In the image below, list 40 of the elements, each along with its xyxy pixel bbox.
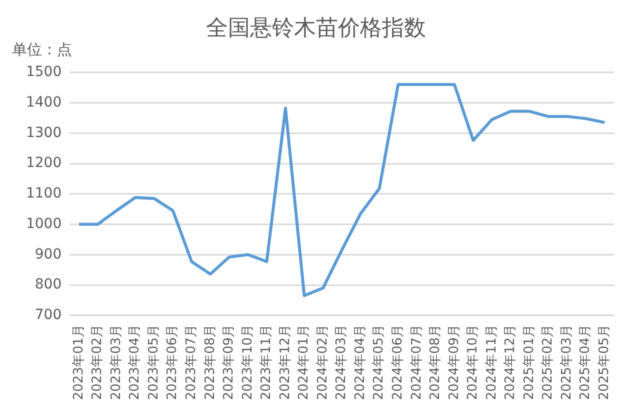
- y-tick-label: 1000: [26, 216, 62, 232]
- x-tick-label: 2025年01月: [522, 324, 537, 400]
- x-tick-label: 2025年03月: [559, 324, 574, 400]
- chart-title: 全国悬铃木苗价格指数: [206, 16, 426, 41]
- x-tick-label: 2025年04月: [578, 324, 594, 400]
- y-tick-label: 800: [34, 276, 62, 293]
- x-tick-label: 2023年08月: [202, 324, 218, 400]
- y-tick-label: 1400: [26, 94, 62, 110]
- y-tick-label: 700: [34, 307, 62, 324]
- x-tick-label: 2024年09月: [446, 324, 462, 400]
- y-tick-label: 1100: [26, 186, 62, 202]
- x-tick-label: 2024年08月: [428, 324, 444, 400]
- x-tick-label: 2023年11月: [259, 324, 274, 400]
- x-tick-label: 2023年09月: [222, 324, 237, 400]
- x-tick-label: 2023年05月: [146, 324, 162, 400]
- x-tick-label: 2023年07月: [184, 324, 200, 400]
- x-tick-label: 2024年05月: [372, 324, 387, 400]
- y-tick-label: 1500: [26, 64, 62, 80]
- x-tick-label: 2025年02月: [540, 324, 556, 400]
- x-tick-label: 2024年02月: [315, 324, 330, 400]
- x-tick-label: 2023年12月: [278, 324, 293, 400]
- x-tick-label: 2023年04月: [128, 324, 143, 400]
- x-tick-label: 2024年07月: [409, 324, 424, 400]
- x-tick-label: 2023年06月: [165, 324, 180, 400]
- x-tick-label: 2024年12月: [503, 324, 518, 400]
- y-axis-title: 单位：点: [12, 40, 72, 58]
- x-tick-label: 2024年03月: [334, 324, 350, 400]
- x-tick-label: 2023年10月: [240, 324, 256, 400]
- x-tick-label: 2023年03月: [108, 324, 124, 400]
- x-tick-label: 2023年02月: [90, 324, 106, 400]
- y-tick-label: 900: [34, 246, 62, 262]
- y-tick-label: 1200: [26, 155, 62, 172]
- y-tick-label: 1300: [26, 124, 62, 141]
- x-tick-label: 2024年06月: [390, 324, 406, 400]
- x-tick-label: 2024年04月: [352, 324, 368, 400]
- x-tick-label: 2024年10月: [466, 324, 481, 400]
- x-tick-label: 2025年05月: [596, 324, 612, 400]
- x-tick-label: 2024年01月: [296, 324, 312, 400]
- x-tick-label: 2024年11月: [484, 324, 500, 400]
- x-tick-label: 2023年01月: [71, 324, 86, 400]
